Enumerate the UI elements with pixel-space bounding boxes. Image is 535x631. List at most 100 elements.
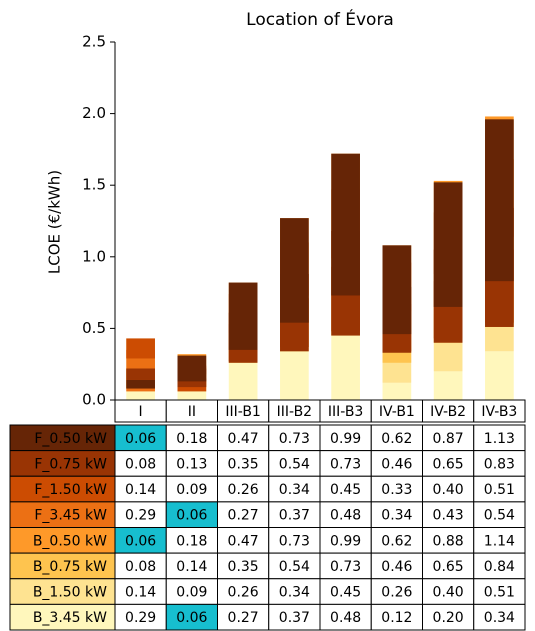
table-cell: [473, 603, 526, 631]
bar-segment: [331, 331, 360, 400]
bar-segment: [177, 391, 207, 400]
table-value: 0.48: [330, 610, 361, 626]
bar-segment: [382, 382, 412, 400]
table-value: 0.37: [279, 508, 310, 524]
table-value: 0.47: [228, 533, 259, 549]
table-value: 0.51: [484, 585, 515, 601]
row-label: B_0.50 kW: [33, 533, 107, 549]
table-value: 0.14: [125, 585, 156, 601]
table-cell: [268, 603, 321, 631]
table-value: 0.62: [381, 431, 412, 447]
table-value: 0.83: [484, 456, 515, 472]
table-header: III-B2: [277, 404, 312, 420]
table-cell: [217, 424, 270, 452]
table-value: 0.34: [279, 482, 310, 498]
table-value: 0.09: [176, 585, 207, 601]
table-value: 0.40: [433, 585, 464, 601]
table-cell: [473, 475, 526, 503]
table-cell: [114, 527, 167, 554]
table-cell: [473, 552, 526, 580]
row-label: B_1.50 kW: [33, 585, 107, 601]
table-header: II: [188, 404, 196, 420]
bar-segment: [331, 153, 360, 296]
table-value: 0.54: [279, 559, 310, 575]
table-cell: [114, 552, 167, 580]
bar-segment: [433, 371, 463, 400]
table-value: 0.27: [228, 508, 259, 524]
table-cell: [165, 475, 218, 503]
table-cell: [319, 527, 372, 554]
table-value: 0.34: [381, 508, 412, 524]
y-axis-label: LCOE (€/kWh): [46, 170, 64, 274]
table-header: I: [139, 404, 143, 420]
table-cell: [114, 603, 167, 631]
table-header: IV-B1: [379, 404, 415, 420]
table-value: 0.54: [279, 456, 310, 472]
bar-segment: [126, 379, 155, 389]
row-label-cell: [9, 501, 116, 528]
table-value: 0.43: [433, 508, 464, 524]
y-tick-label: 2.0: [82, 104, 106, 122]
bar-segment: [177, 355, 207, 382]
table-value: 0.99: [330, 431, 361, 447]
y-tick-label: 0.0: [82, 391, 106, 409]
table-value: 0.73: [330, 456, 361, 472]
row-label: F_0.50 kW: [34, 431, 107, 447]
table-cell: [422, 527, 475, 554]
row-label-cell: [9, 578, 116, 605]
table-cell: [165, 501, 218, 528]
table-value: 0.48: [330, 508, 361, 524]
table-value: 0.34: [279, 585, 310, 601]
table-value: 0.73: [330, 559, 361, 575]
table-cell: [319, 450, 372, 477]
table-value: 0.34: [484, 610, 515, 626]
table-value: 0.45: [330, 482, 361, 498]
table-cell: [473, 527, 526, 554]
table-cell: [422, 450, 475, 477]
table-cell: [319, 552, 372, 580]
row-label-cell: [9, 603, 116, 631]
table-cell: [268, 501, 321, 528]
table-value: 0.14: [125, 482, 156, 498]
table-value: 0.27: [228, 610, 259, 626]
table-cell: [422, 424, 475, 452]
row-label-cell: [9, 527, 116, 554]
table-cell: [268, 450, 321, 477]
table-cell: [319, 475, 372, 503]
table-cell: [473, 578, 526, 605]
table-value: 0.06: [125, 431, 156, 447]
table-header: III-B3: [328, 404, 363, 420]
bar-segment: [485, 119, 514, 282]
table-value: 0.51: [484, 482, 515, 498]
table-value: 0.35: [228, 456, 259, 472]
table-value: 0.47: [228, 431, 259, 447]
table-value: 0.08: [125, 559, 156, 575]
table-cell: [217, 603, 270, 631]
table-value: 0.99: [330, 533, 361, 549]
table-value: 0.65: [433, 559, 464, 575]
table-value: 0.18: [176, 431, 207, 447]
table-value: 0.87: [433, 431, 464, 447]
table-cell: [268, 527, 321, 554]
table-value: 0.45: [330, 585, 361, 601]
table-cell: [165, 424, 218, 452]
bar-segment: [126, 338, 155, 359]
bar-segment: [485, 351, 514, 400]
bar-segment: [228, 282, 258, 350]
table-value: 0.06: [176, 508, 207, 524]
row-label: F_3.45 kW: [34, 508, 107, 524]
bar-segment: [280, 218, 309, 323]
table-value: 0.26: [228, 482, 259, 498]
table-value: 0.62: [381, 533, 412, 549]
table-value: 0.18: [176, 533, 207, 549]
table-header: III-B1: [225, 404, 260, 420]
bar-segment: [382, 245, 412, 335]
table-header: IV-B3: [481, 404, 517, 420]
table-value: 0.73: [279, 533, 310, 549]
table-header-cell: [473, 399, 526, 423]
table-cell: [165, 578, 218, 605]
y-tick-label: 2.5: [82, 33, 106, 51]
row-label: B_3.45 kW: [33, 610, 107, 626]
table-cell: [114, 501, 167, 528]
